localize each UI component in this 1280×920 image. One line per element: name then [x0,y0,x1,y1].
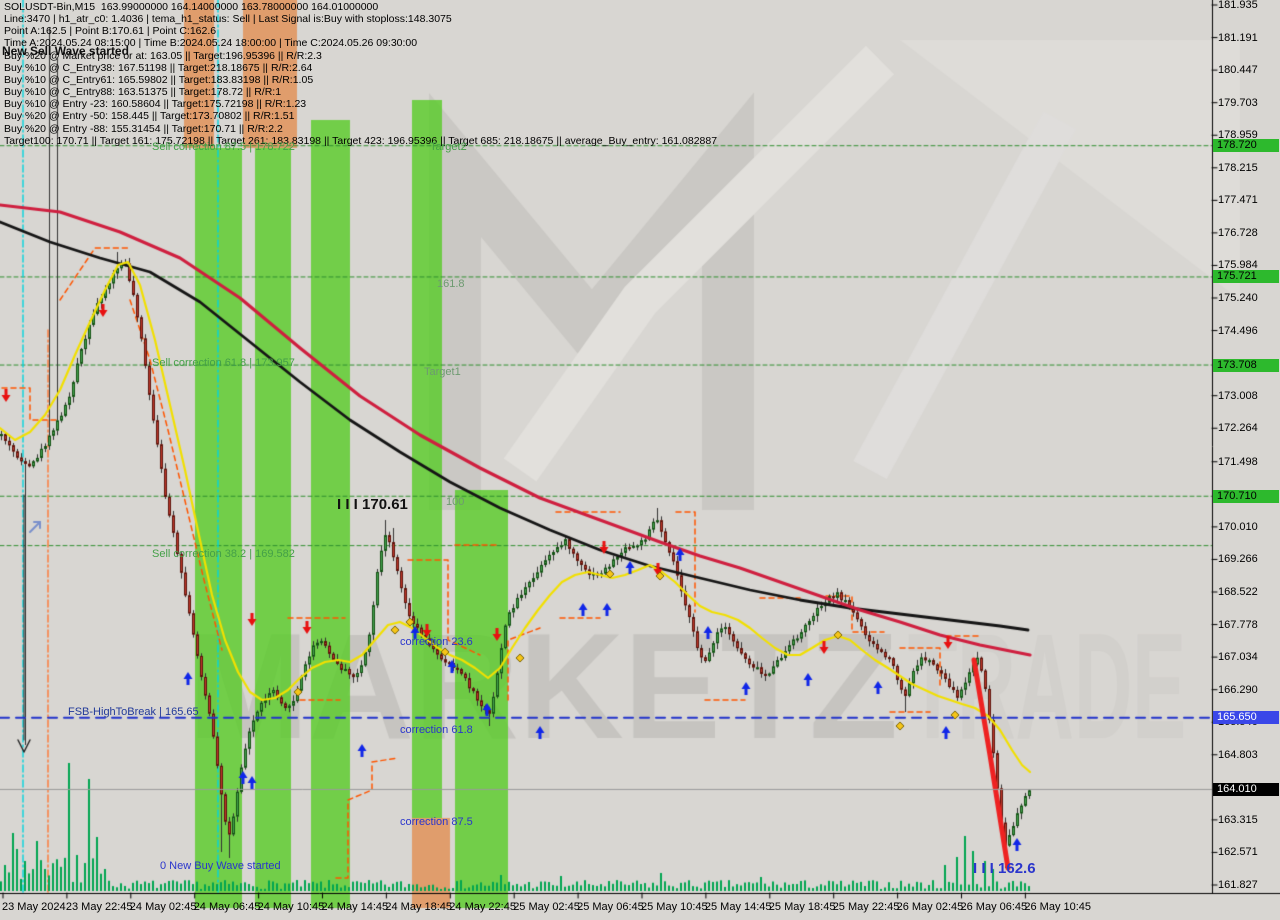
time-tick-label: 24 May 10:45 [257,901,325,913]
price-level-box: 165.650 [1213,711,1279,725]
new-buy-wave: 0 New Buy Wave started [160,860,281,872]
price-tick-label: 180.447 [1218,64,1258,77]
price-tick-label: 175.984 [1218,259,1258,272]
time-tick-label: 24 May 06:45 [193,901,261,913]
time-tick-label: 25 May 22:45 [832,901,900,913]
info-line-6: Buy %10 @ C_Entry38: 167.51198 || Target… [4,61,313,74]
target2-label: Target2 [430,141,467,153]
time-tick-label: 25 May 18:45 [768,901,836,913]
price-tick-label: 171.498 [1218,455,1258,468]
price-level-box: 164.010 [1213,782,1279,796]
fib-1618: 161.8 [437,278,465,290]
price-tick-label: 174.496 [1218,324,1258,337]
sell-wave-note: New Sell Wave started [2,44,129,58]
price-tick-label: 176.728 [1218,226,1258,239]
price-level-box: 170.710 [1213,489,1279,503]
price-level-box: 175.721 [1213,270,1279,284]
price-tick-label: 181.191 [1218,31,1258,44]
price-tick-label: 178.215 [1218,161,1258,174]
price-tick-label: 172.264 [1218,422,1258,435]
time-tick-label: 26 May 06:45 [960,901,1028,913]
price-tick-label: 175.240 [1218,291,1258,304]
correction-875: correction 87.5 [400,816,473,828]
time-tick-label: 25 May 02:45 [513,901,580,913]
time-tick-label: 25 May 06:45 [577,901,644,913]
time-tick-label: 25 May 10:45 [641,901,708,913]
price-tick-label: 173.008 [1218,389,1258,402]
price-tick-label: 164.803 [1218,748,1258,761]
info-line-10: Buy %20 @ Entry -50: 158.445 || Target:1… [4,110,295,123]
price-tick-label: 179.703 [1218,96,1258,109]
indicator-info-panel: SOLUSDT-Bin,M15 163.99000000 164.1400000… [4,1,717,147]
info-line-9: Buy %10 @ Entry -23: 160.58604 || Target… [4,98,307,111]
price-tick-label: 177.471 [1218,194,1258,207]
price-level-box: 173.708 [1213,358,1279,372]
price-tick-label: 168.522 [1218,586,1258,598]
price-tick-label: 170.010 [1218,520,1258,533]
info-line-5: Buy %20 @ Market price or at: 163.05 || … [4,49,322,62]
price-tick-label: 163.315 [1218,813,1258,826]
info-line-12: Target100: 170.71 || Target 161: 175.721… [4,134,718,147]
info-line-11: Buy %20 @ Entry -88: 155.31454 || Target… [4,122,283,135]
sell-correction-875: Sell correction 87.5 | 178.722 [152,141,295,153]
time-tick-label: 24 May 14:45 [321,901,389,913]
price-tick-label: 161.827 [1218,879,1258,891]
info-line-7: Buy %10 @ C_Entry61: 165.59802 || Target… [4,73,314,86]
correction-236: correction 23.6 [400,636,473,648]
fib-100: 100 [446,496,465,508]
time-tick-label: 24 May 02:45 [129,901,197,913]
price-tick-label: 169.266 [1218,553,1258,566]
price-tick-label: 181.935 [1218,0,1258,11]
swing-low-162: I I I 162.6 [973,860,1036,877]
price-tick-label: 167.034 [1218,651,1258,664]
price-tick-label: 167.778 [1218,618,1258,631]
price-tick-label: 166.290 [1218,683,1258,696]
swing-high-170: I I I 170.61 [337,496,408,513]
time-tick-label: 23 May 22:45 [65,901,133,913]
sell-correction-382: Sell correction 38.2 | 169.582 [152,548,295,560]
price-tick-label: 178.959 [1218,129,1258,142]
price-level-box: 178.720 [1213,139,1279,153]
time-tick-label: 26 May 10:45 [1024,901,1092,913]
target1-label: Target1 [424,366,461,378]
info-line-3: Point A:162.5 | Point B:170.61 | Point C… [4,25,217,38]
time-tick-label: 24 May 18:45 [385,901,453,913]
time-tick-label: 23 May 2024 [2,901,66,913]
correction-618: correction 61.8 [400,724,473,736]
info-line-2: Line:3470 | h1_atr_c0: 1.4036 | tema_h1_… [4,13,452,26]
sell-correction-618: Sell correction 61.8 | 173.957 [152,357,295,369]
fsb-high-to-break: FSB-HighToBreak | 165.65 [68,706,199,718]
info-line-1: SOLUSDT-Bin,M15 163.99000000 164.1400000… [4,1,379,13]
time-tick-label: 26 May 02:45 [896,901,964,913]
info-line-4: Time A:2024.05.24 08:15:00 | Time B:2024… [4,37,418,50]
time-tick-label: 24 May 22:45 [449,901,516,913]
info-line-8: Buy %10 @ C_Entry88: 163.51375 || Target… [4,86,282,99]
price-tick-label: 162.571 [1218,846,1258,859]
time-tick-label: 25 May 14:45 [704,901,772,913]
